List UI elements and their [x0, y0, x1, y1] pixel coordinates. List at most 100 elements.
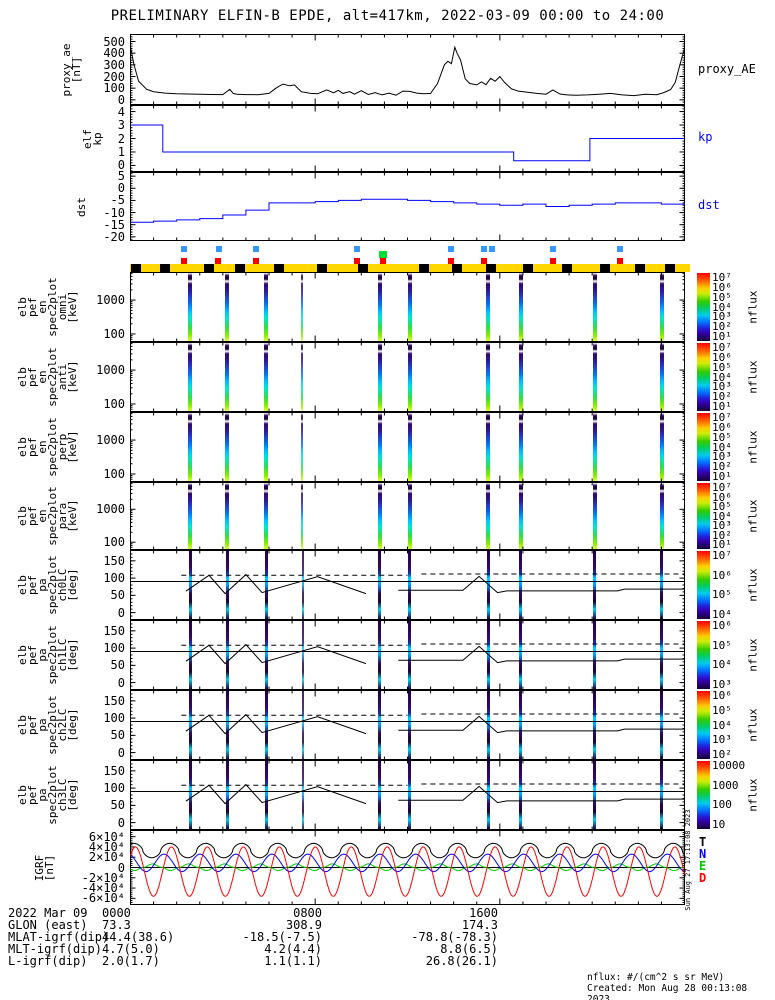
spectrogram-stripe: [301, 483, 304, 549]
colorbar-tick-label: 10⁴: [712, 370, 732, 384]
spectrogram-stripe: [225, 273, 230, 341]
colorbar-segment: [697, 691, 710, 759]
spectrogram-stripe: [264, 621, 268, 689]
tick-label: 100: [103, 535, 125, 550]
conjunction-marker-blue: [353, 246, 360, 252]
colorbar-tick-label: 10²: [712, 320, 732, 334]
spectrogram-stripe: [378, 551, 382, 619]
conjunction-marker-blue: [617, 246, 624, 252]
panel-label-proxy-ae: proxy_AE: [698, 62, 756, 76]
bottom-row-label-mlt: MLT-igrf(dip): [8, 942, 102, 956]
conjunction-marker-blue: [448, 246, 455, 252]
colorbar-tick-label: 10⁷: [712, 341, 732, 354]
conjunction-marker-blue: [216, 246, 223, 252]
time-tick: 0000: [102, 906, 131, 920]
spectrogram-stripe: [407, 343, 412, 411]
plot-title: PRELIMINARY ELFIN-B EPDE, alt=417km, 202…: [110, 8, 665, 24]
colorbar-unit-label: nflux: [746, 708, 760, 742]
colorbar-tick-label: 10⁴: [712, 440, 732, 454]
spectrogram-stripe: [659, 483, 664, 549]
colorbar-tick-label: 10⁴: [712, 718, 732, 732]
tick-label: -6×10⁴: [81, 891, 125, 906]
colorbar-tick-label: 10⁵: [712, 638, 732, 652]
spectrogram-stripe: [660, 551, 664, 619]
spectrogram-stripe: [518, 273, 523, 341]
tick-label: 5: [117, 169, 125, 184]
mode-bar-block: [204, 264, 215, 272]
colorbar-tick-label: 10⁶: [712, 490, 732, 504]
tick-label: 100: [103, 571, 125, 586]
colorbar-unit-label: nflux: [746, 430, 760, 464]
colorbar-tick-label: 10¹: [712, 330, 732, 343]
mode-bar-block: [486, 264, 497, 272]
colorbar-tick-label: 10⁷: [712, 481, 732, 494]
tick-label: 50: [110, 658, 125, 673]
l-value: 2.0(1.7): [102, 954, 160, 968]
l-value: 1.1(1.1): [264, 954, 322, 968]
tick-label: 0: [117, 158, 125, 173]
spectrogram-stripe: [225, 343, 230, 411]
tick-label: 150: [103, 553, 125, 568]
spectrogram-stripe: [188, 761, 192, 829]
spectrogram-stripe: [301, 273, 304, 341]
colorbar-tick-label: 10⁴: [712, 608, 732, 621]
colorbar-unit-label: nflux: [746, 360, 760, 394]
spectrogram-stripe: [301, 551, 304, 619]
tick-label: 100: [103, 711, 125, 726]
colorbar-tick-label: 10⁵: [712, 588, 732, 602]
nflux-units-note: nflux: #/(cm^2 s sr MeV): [587, 972, 725, 983]
spectrogram-stripe: [377, 413, 382, 481]
colorbar-tick-label: 10⁷: [712, 271, 732, 284]
spectrogram-stripe: [592, 273, 597, 341]
colorbar-tick-label: 10⁷: [712, 411, 732, 424]
tick-label: -20: [103, 229, 125, 244]
conjunction-marker-blue: [488, 246, 495, 252]
colorbar-segment: [697, 343, 710, 411]
spectrogram-stripe: [188, 273, 193, 341]
spectrogram-stripe: [592, 483, 597, 549]
tick-label: 6×10⁴: [88, 829, 125, 844]
tick-label: 0: [117, 745, 125, 760]
spectrogram-stripe: [301, 691, 304, 759]
spectrogram-stripe: [264, 551, 268, 619]
colorbar-tick-label: 10²: [712, 390, 732, 404]
tick-label: 1000: [96, 502, 125, 517]
spectrogram-stripe: [188, 621, 192, 689]
spectrogram-stripe: [378, 761, 382, 829]
colorbar-tick-label: 10⁶: [712, 420, 732, 434]
colorbar-unit-label: nflux: [746, 568, 760, 602]
colorbar-segment: [697, 621, 710, 689]
spectrogram-stripe: [225, 621, 229, 689]
spectrogram-stripe: [377, 273, 382, 341]
spectrogram-stripe: [188, 691, 192, 759]
spectrogram-stripe: [301, 621, 304, 689]
created-timestamp: Created: Mon Aug 28 00:13:08 2023: [587, 983, 748, 1000]
mode-bar-block: [160, 264, 171, 272]
panel-canvas-p1: [130, 620, 685, 690]
colorbar-unit-label: nflux: [746, 290, 760, 324]
spectrogram-stripe: [264, 691, 268, 759]
conjunction-marker-red: [550, 258, 557, 264]
spectrogram-stripe: [519, 621, 523, 689]
tick-label: 1000: [96, 363, 125, 378]
colorbar-tick-label: 10³: [712, 310, 732, 324]
glon-value: 174.3: [461, 918, 498, 932]
colorbar-unit-label: nflux: [746, 499, 760, 533]
panel-canvas-dst: [130, 172, 685, 241]
tick-label: 50: [110, 728, 125, 743]
colorbar-tick-label: 10: [712, 818, 726, 831]
mode-bar-block: [274, 264, 285, 272]
colorbar-tick-label: 10¹: [712, 400, 732, 413]
spectrogram-stripe: [264, 761, 268, 829]
panel-canvas-s0: [130, 272, 685, 342]
mlat-value: -18.5(-7.5): [242, 930, 322, 944]
igrf-legend-d: D: [699, 871, 707, 885]
colorbar-tick-label: 10⁷: [712, 549, 732, 562]
tick-label: 100: [103, 326, 125, 341]
colorbar-tick-label: 10⁵: [712, 290, 732, 304]
mode-bar-block: [523, 264, 534, 272]
tick-label: 0: [117, 860, 125, 875]
spectrogram-stripe: [264, 343, 269, 411]
spectrogram-stripe: [518, 483, 523, 549]
colorbar-tick-label: 10²: [712, 528, 732, 542]
